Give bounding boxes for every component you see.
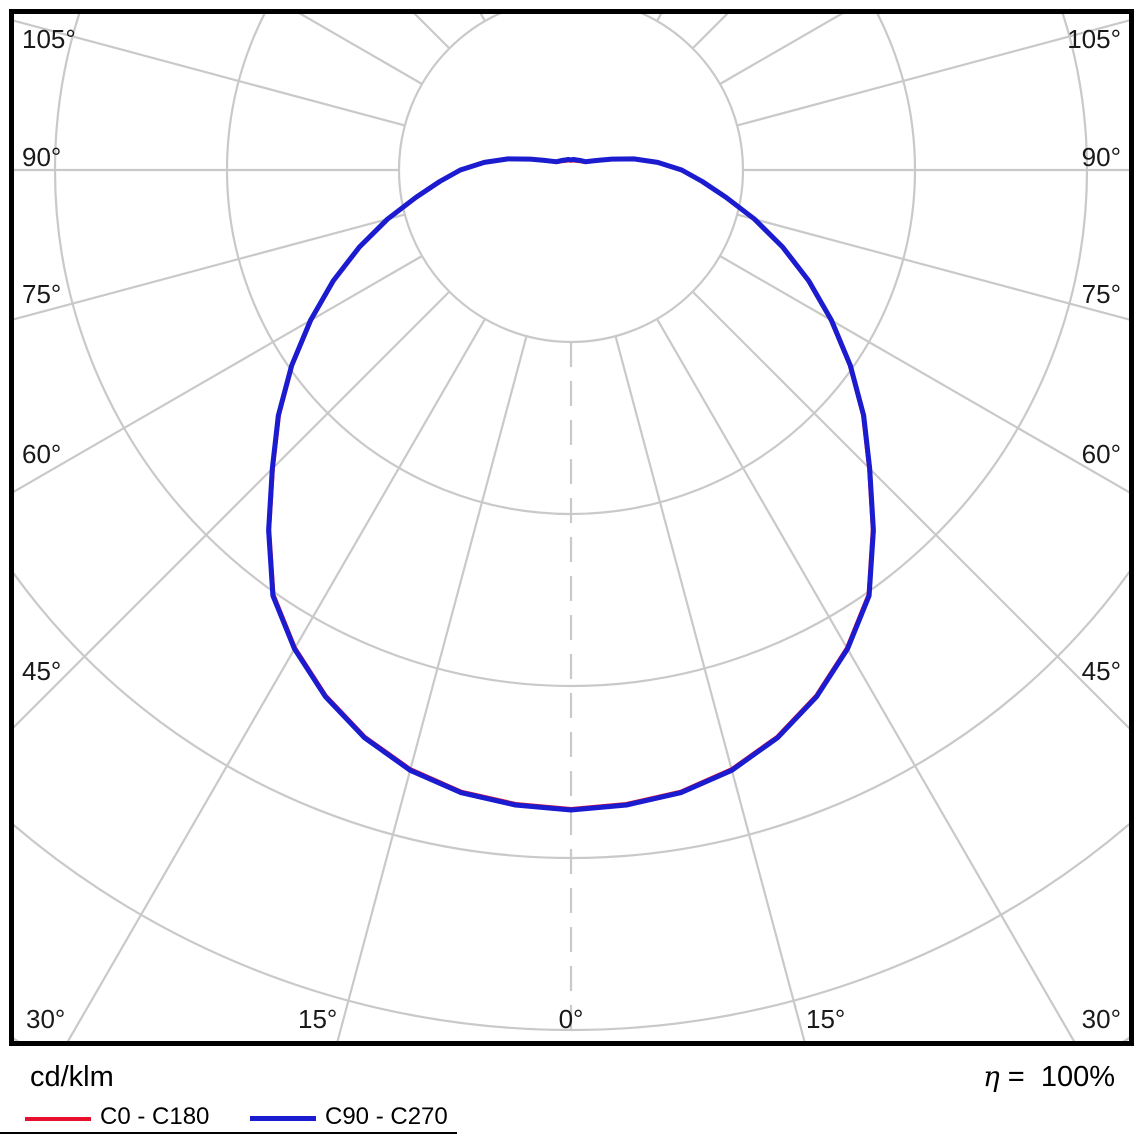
grid-rings [14,14,1129,1041]
efficiency-value: = 100% [999,1061,1115,1093]
legend-line-c0-c180 [25,1117,91,1121]
legend-label-c90-c270: C90 - C270 [325,1103,448,1130]
polar-chart-frame [9,9,1134,1046]
curve-c90-c270 [266,156,876,813]
efficiency-label: η = 100% [982,1060,1115,1094]
grid-spokes [14,14,1129,1041]
legend-label-c0-c180: C0 - C180 [100,1103,210,1130]
legend-line-c90-c270 [250,1116,316,1121]
separator-line [0,1132,457,1134]
polar-grid-and-curves [14,14,1129,1041]
units-label: cd/klm [30,1061,114,1093]
eta-symbol: η [982,1060,1000,1093]
